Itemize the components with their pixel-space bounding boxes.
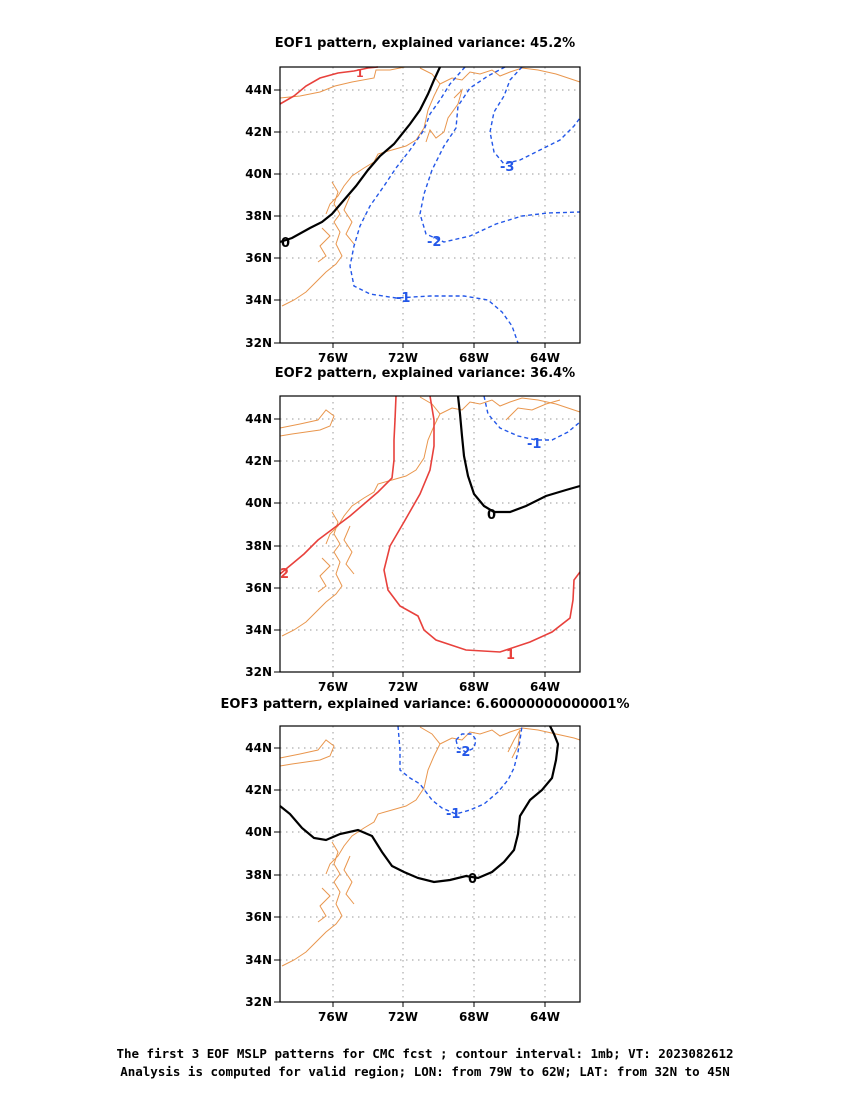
contour-label: 1: [356, 67, 364, 80]
lat-label: 40N: [245, 825, 272, 839]
lat-label: 32N: [245, 665, 272, 679]
lat-label: 32N: [245, 995, 272, 1009]
lon-label: 76W: [318, 351, 348, 365]
lat-ticks: [274, 89, 280, 344]
lat-label: 38N: [245, 209, 272, 223]
panel-3-title: EOF3 pattern, explained variance: 6.6000…: [220, 697, 630, 712]
contour-label: -2: [456, 745, 470, 760]
lat-labels: 44N 42N 40N 38N 36N 34N 32N: [245, 741, 272, 1009]
contour-label: 0: [487, 508, 496, 523]
lat-label: 44N: [245, 741, 272, 755]
lat-label: 42N: [245, 783, 272, 797]
contour-labels: 2 1 0 -1: [280, 437, 541, 663]
lon-label: 72W: [388, 1010, 418, 1024]
zero-contour: [279, 66, 441, 244]
map-frame: [279, 725, 581, 1003]
contour-label: -3: [500, 160, 514, 175]
lon-ticks: [332, 343, 546, 348]
lat-label: 40N: [245, 496, 272, 510]
grid-lines: [280, 726, 580, 1002]
zero-contour: [456, 395, 581, 514]
lat-labels: 44N 42N 40N 38N 36N 34N 32N: [245, 83, 272, 350]
lon-label: 64W: [530, 1010, 560, 1024]
lat-label: 36N: [245, 251, 272, 265]
lat-ticks: [274, 747, 280, 1003]
negative-contours: [483, 395, 581, 441]
grid-lines: [280, 67, 580, 343]
map-frame: [279, 66, 581, 344]
lat-label: 38N: [245, 868, 272, 882]
lon-labels: 76W 72W 68W 64W: [318, 351, 560, 365]
lon-label: 72W: [388, 351, 418, 365]
eof3-map: 0 -1 -2 44N 42N 40N 38N 36N 34N 32N 76W …: [245, 725, 581, 1024]
lat-ticks: [274, 418, 280, 673]
positive-contours: [279, 395, 581, 653]
lon-ticks: [332, 672, 546, 677]
contour-label: 0: [281, 236, 290, 251]
lat-labels: 44N 42N 40N 38N 36N 34N 32N: [245, 412, 272, 679]
lat-label: 36N: [245, 910, 272, 924]
contour-label: -1: [396, 291, 410, 306]
lon-label: 76W: [318, 1010, 348, 1024]
lat-label: 44N: [245, 83, 272, 97]
negative-contours: [349, 66, 581, 344]
lat-label: 42N: [245, 454, 272, 468]
contour-label: -1: [446, 807, 460, 822]
lat-label: 32N: [245, 336, 272, 350]
contour-label: 2: [280, 567, 289, 582]
contour-label: -2: [427, 235, 441, 250]
lon-label: 68W: [459, 680, 489, 694]
lon-label: 64W: [530, 680, 560, 694]
positive-contours: [279, 66, 379, 105]
lat-label: 34N: [245, 623, 272, 637]
caption-line-1: The first 3 EOF MSLP patterns for CMC fc…: [116, 1046, 734, 1061]
grid-lines: [280, 396, 580, 672]
coastline: [279, 396, 581, 637]
eof1-map: 1 0 -1 -2 -3 44N 42N 40N 38N 36N 34N 32N…: [245, 66, 581, 365]
lat-label: 34N: [245, 293, 272, 307]
lon-ticks: [332, 1002, 546, 1007]
lat-label: 38N: [245, 539, 272, 553]
panel-1-title: EOF1 pattern, explained variance: 45.2%: [274, 36, 576, 51]
lon-label: 68W: [459, 351, 489, 365]
lon-labels: 76W 72W 68W 64W: [318, 1010, 560, 1024]
lon-label: 64W: [530, 351, 560, 365]
panel-2-title: EOF2 pattern, explained variance: 36.4%: [274, 366, 576, 381]
negative-contours: [397, 725, 523, 815]
lon-label: 76W: [318, 680, 348, 694]
lat-label: 42N: [245, 125, 272, 139]
zero-contour: [279, 725, 560, 884]
lat-label: 44N: [245, 412, 272, 426]
contour-labels: 1 0 -1 -2 -3: [281, 67, 514, 306]
lon-label: 72W: [388, 680, 418, 694]
contour-label: -1: [527, 437, 541, 452]
contour-labels: 0 -1 -2: [446, 745, 477, 887]
caption-line-2: Analysis is computed for valid region; L…: [120, 1064, 730, 1079]
coastline: [279, 66, 581, 307]
lon-labels: 76W 72W 68W 64W: [318, 680, 560, 694]
lat-label: 34N: [245, 953, 272, 967]
lat-label: 36N: [245, 581, 272, 595]
map-frame: [279, 395, 581, 673]
eof2-map: 2 1 0 -1 44N 42N 40N 38N 36N 34N 32N 76W…: [245, 395, 581, 694]
coastline: [279, 726, 581, 967]
lon-label: 68W: [459, 1010, 489, 1024]
contour-label: 1: [506, 648, 515, 663]
lat-label: 40N: [245, 167, 272, 181]
contour-label: 0: [468, 872, 477, 887]
